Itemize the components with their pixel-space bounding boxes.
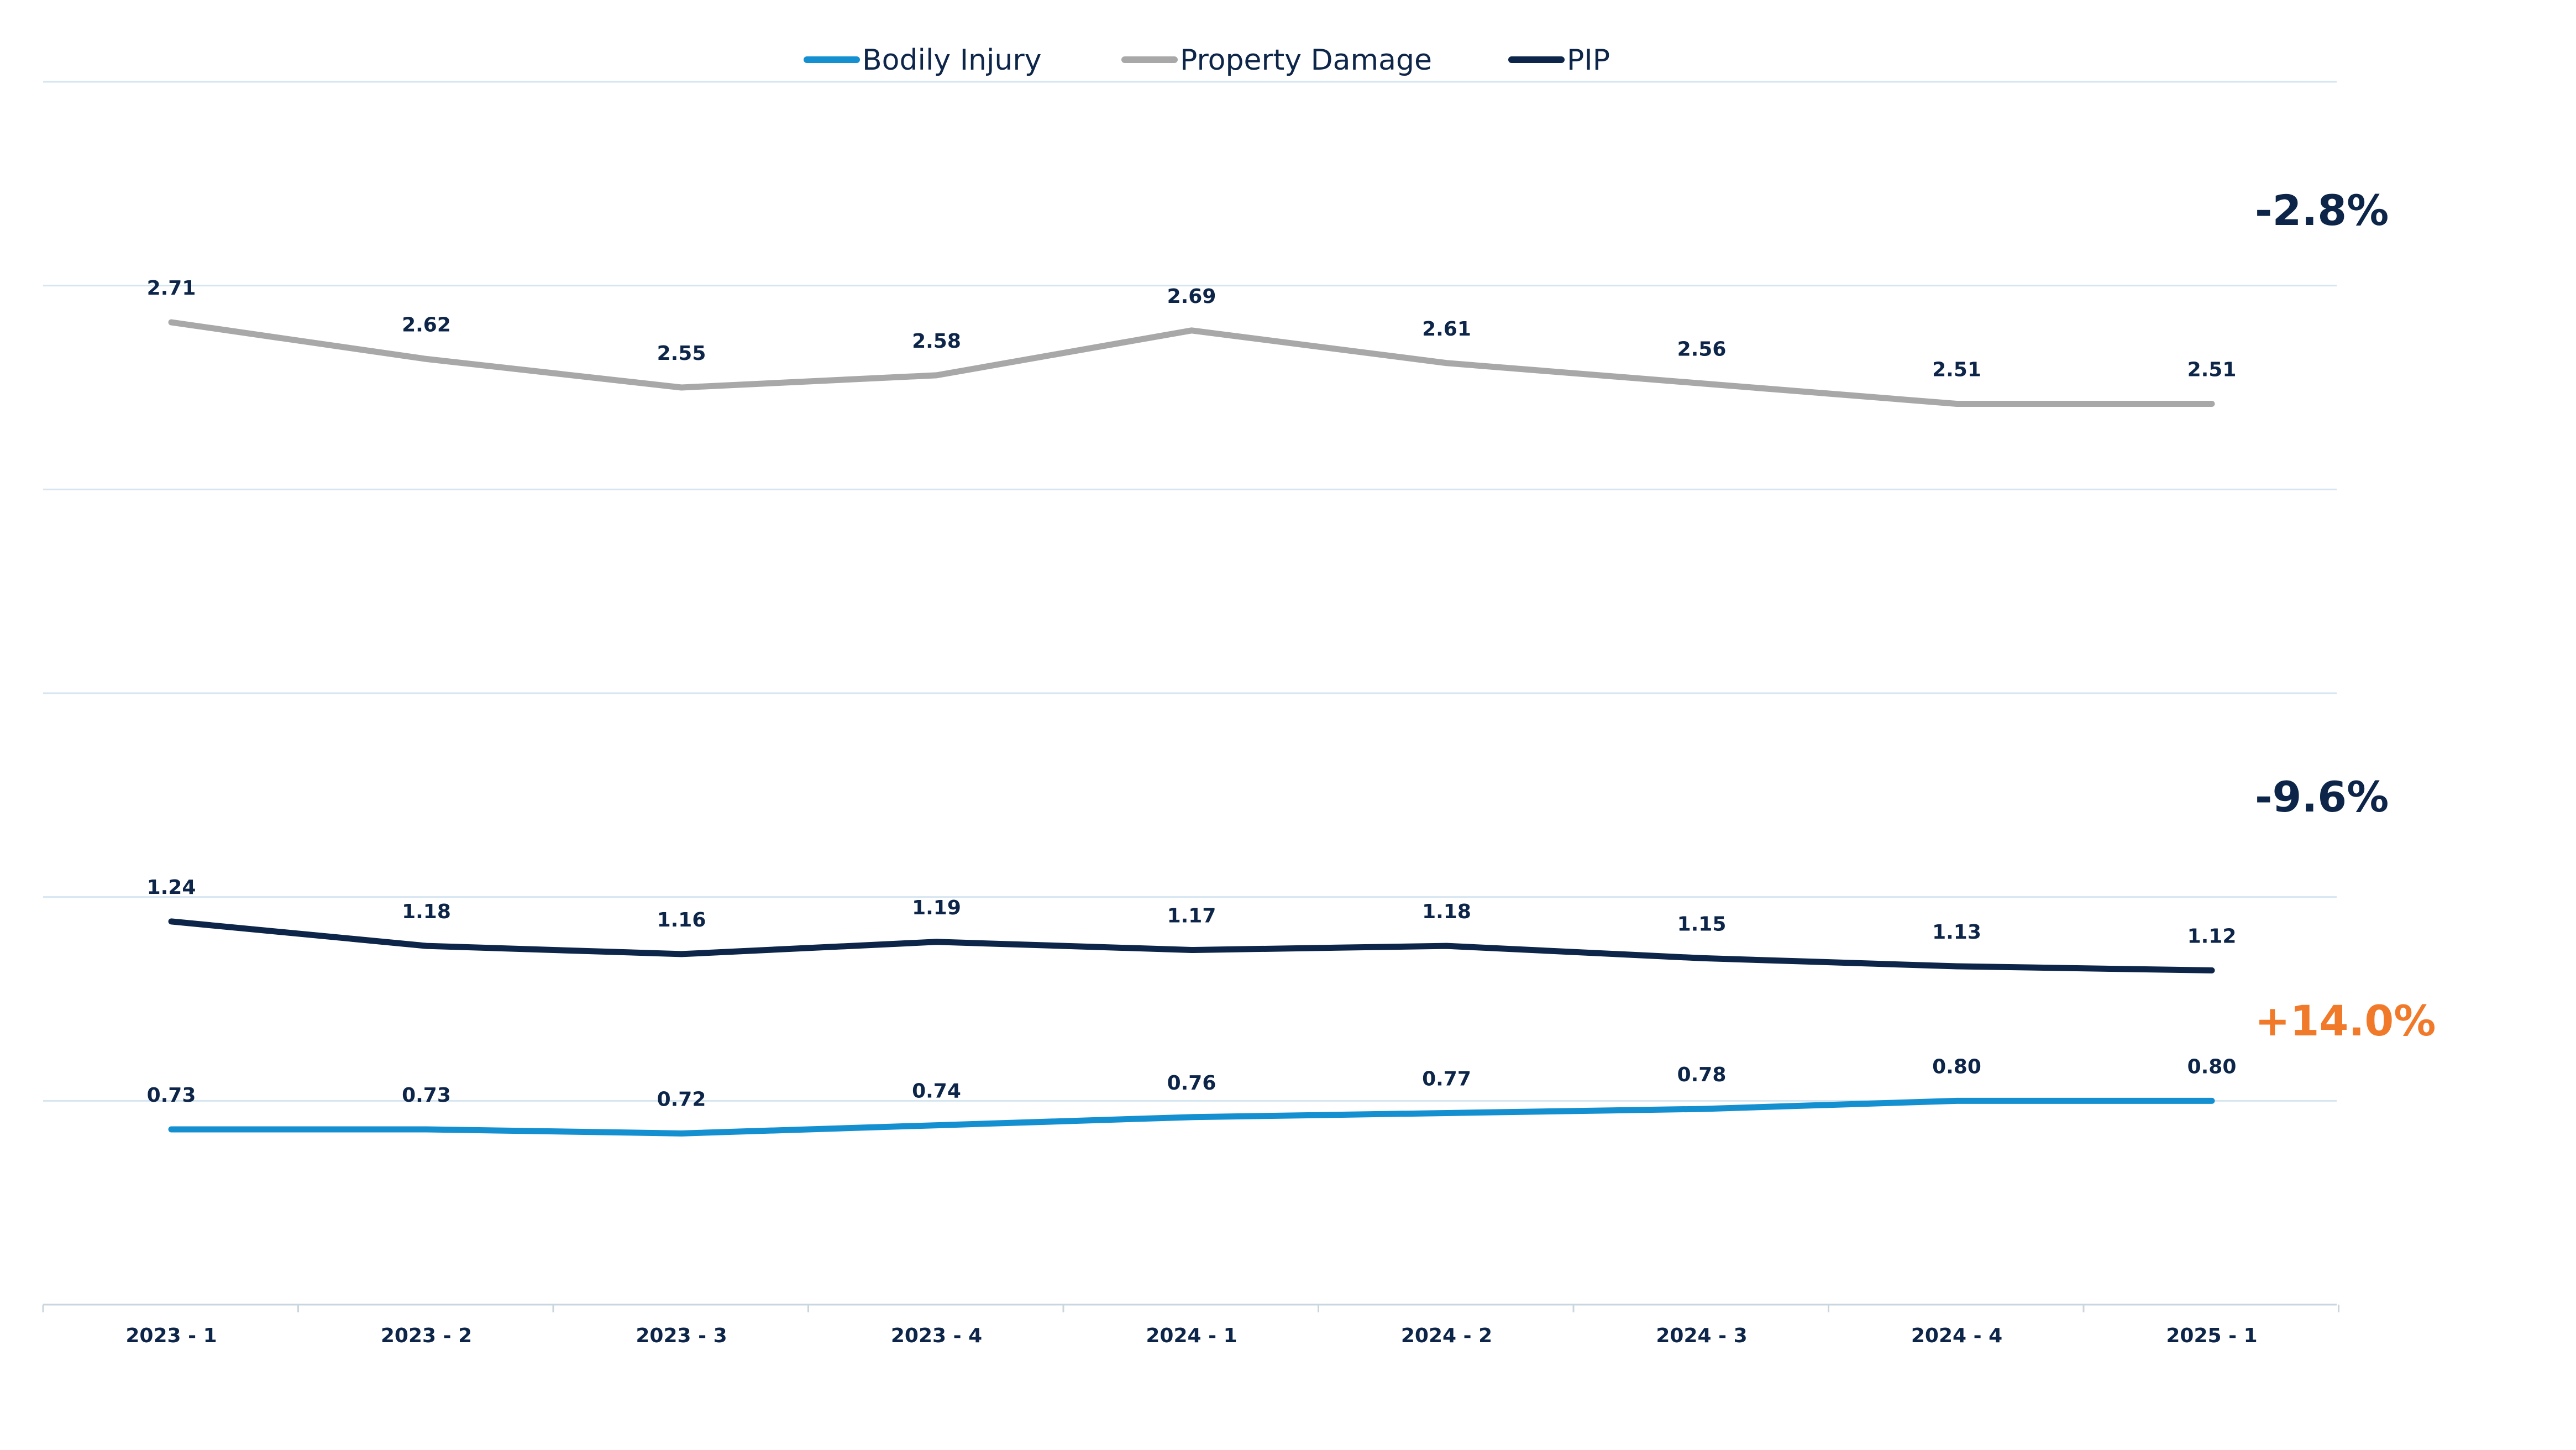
- legend-label: PIP: [1567, 44, 1610, 77]
- data-label: 1.17: [1167, 905, 1216, 928]
- change-label: -9.6%: [2255, 772, 2389, 821]
- data-label: 0.72: [657, 1088, 706, 1111]
- data-labels: 0.73 0.73 0.72 0.74 0.76 0.77 0.78 0.80 0.80 2.71…: [147, 277, 2237, 1111]
- data-label: 2.69: [1167, 285, 1216, 308]
- legend-label: Bodily Injury: [862, 44, 1042, 77]
- x-tick-label: 2023 - 4: [891, 1325, 982, 1347]
- data-label: 1.19: [912, 897, 961, 919]
- x-tick-label: 2024 - 1: [1146, 1325, 1237, 1347]
- legend: Bodily Injury Property Damage PIP: [804, 44, 1610, 77]
- data-label: 0.76: [1167, 1072, 1216, 1095]
- data-label: 0.78: [1677, 1064, 1727, 1086]
- x-tick-label: 2025 - 1: [2166, 1325, 2257, 1347]
- data-label: 2.58: [912, 330, 961, 353]
- x-tick-label: 2023 - 1: [125, 1325, 217, 1347]
- change-label: +14.0%: [2255, 996, 2436, 1045]
- data-label: 2.55: [657, 342, 706, 365]
- x-tick-label: 2024 - 4: [1911, 1325, 2002, 1347]
- gridlines: [43, 81, 2337, 1306]
- x-tick-label: 2024 - 3: [1656, 1325, 1747, 1347]
- legend-label: Property Damage: [1180, 44, 1432, 77]
- series-line-property-damage: [168, 319, 2215, 407]
- data-label: 0.74: [912, 1080, 961, 1103]
- change-labels: +14.0% -2.8% -9.6%: [2255, 186, 2436, 1045]
- data-label: 2.71: [147, 277, 196, 300]
- data-label: 1.18: [1422, 901, 1471, 923]
- change-label: -2.8%: [2255, 186, 2389, 235]
- data-label: 1.16: [657, 909, 706, 931]
- data-label: 2.62: [402, 313, 451, 336]
- data-label: 0.80: [1932, 1055, 1981, 1078]
- data-label: 0.77: [1422, 1067, 1471, 1090]
- data-label: 1.15: [1677, 913, 1727, 935]
- data-label: 1.12: [2187, 925, 2237, 948]
- data-label: 0.80: [2187, 1055, 2237, 1078]
- data-label: 0.73: [402, 1084, 451, 1107]
- series-line-pip: [168, 918, 2215, 973]
- data-label: 2.56: [1677, 338, 1727, 361]
- data-label: 1.24: [147, 876, 196, 899]
- series-line-bodily-injury: [168, 1097, 2215, 1137]
- data-label: 2.61: [1422, 318, 1471, 341]
- data-label: 2.51: [2187, 358, 2237, 381]
- data-label: 1.18: [402, 901, 451, 923]
- x-tick-label: 2024 - 2: [1401, 1325, 1492, 1347]
- series-lines: [168, 319, 2215, 1137]
- x-tick-label: 2023 - 2: [381, 1325, 472, 1347]
- data-label: 0.73: [147, 1084, 196, 1107]
- data-label: 2.51: [1932, 358, 1981, 381]
- x-axis: 2023 - 1 2023 - 2 2023 - 3 2023 - 4 2024 - 1…: [42, 1305, 2339, 1347]
- x-tick-label: 2023 - 3: [636, 1325, 727, 1347]
- data-label: 1.13: [1932, 921, 1981, 944]
